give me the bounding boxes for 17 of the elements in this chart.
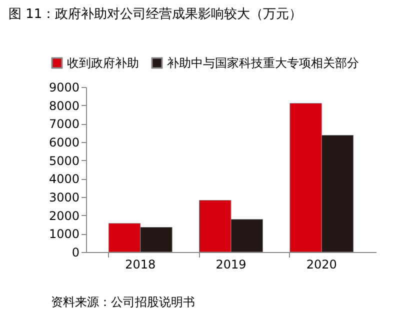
legend-label: 补助中与国家科技重大专项相关部分	[167, 56, 359, 70]
y-tick-label: 8000	[48, 98, 80, 113]
y-tick-label: 2000	[48, 208, 80, 223]
x-tick-label: 2018	[125, 258, 156, 272]
x-tick-label: 2019	[216, 258, 246, 272]
y-tick-label: 9000	[48, 80, 80, 94]
chart-title: 图 11：政府补助对公司经营成果影响较大（万元）	[8, 6, 302, 22]
y-tick-label: 0	[72, 246, 80, 260]
legend-label: 收到政府补助	[67, 56, 139, 70]
x-tick-label: 2020	[306, 258, 337, 272]
y-tick-label: 6000	[48, 136, 80, 150]
text: 资料来源：公司招股说明书	[51, 295, 195, 309]
y-tick-label: 7000	[48, 117, 80, 132]
y-tick-label: 3000	[48, 190, 80, 204]
y-tick-label: 5000	[48, 154, 80, 168]
y-tick-label: 1000	[48, 227, 80, 242]
y-tick-label: 4000	[48, 172, 80, 186]
